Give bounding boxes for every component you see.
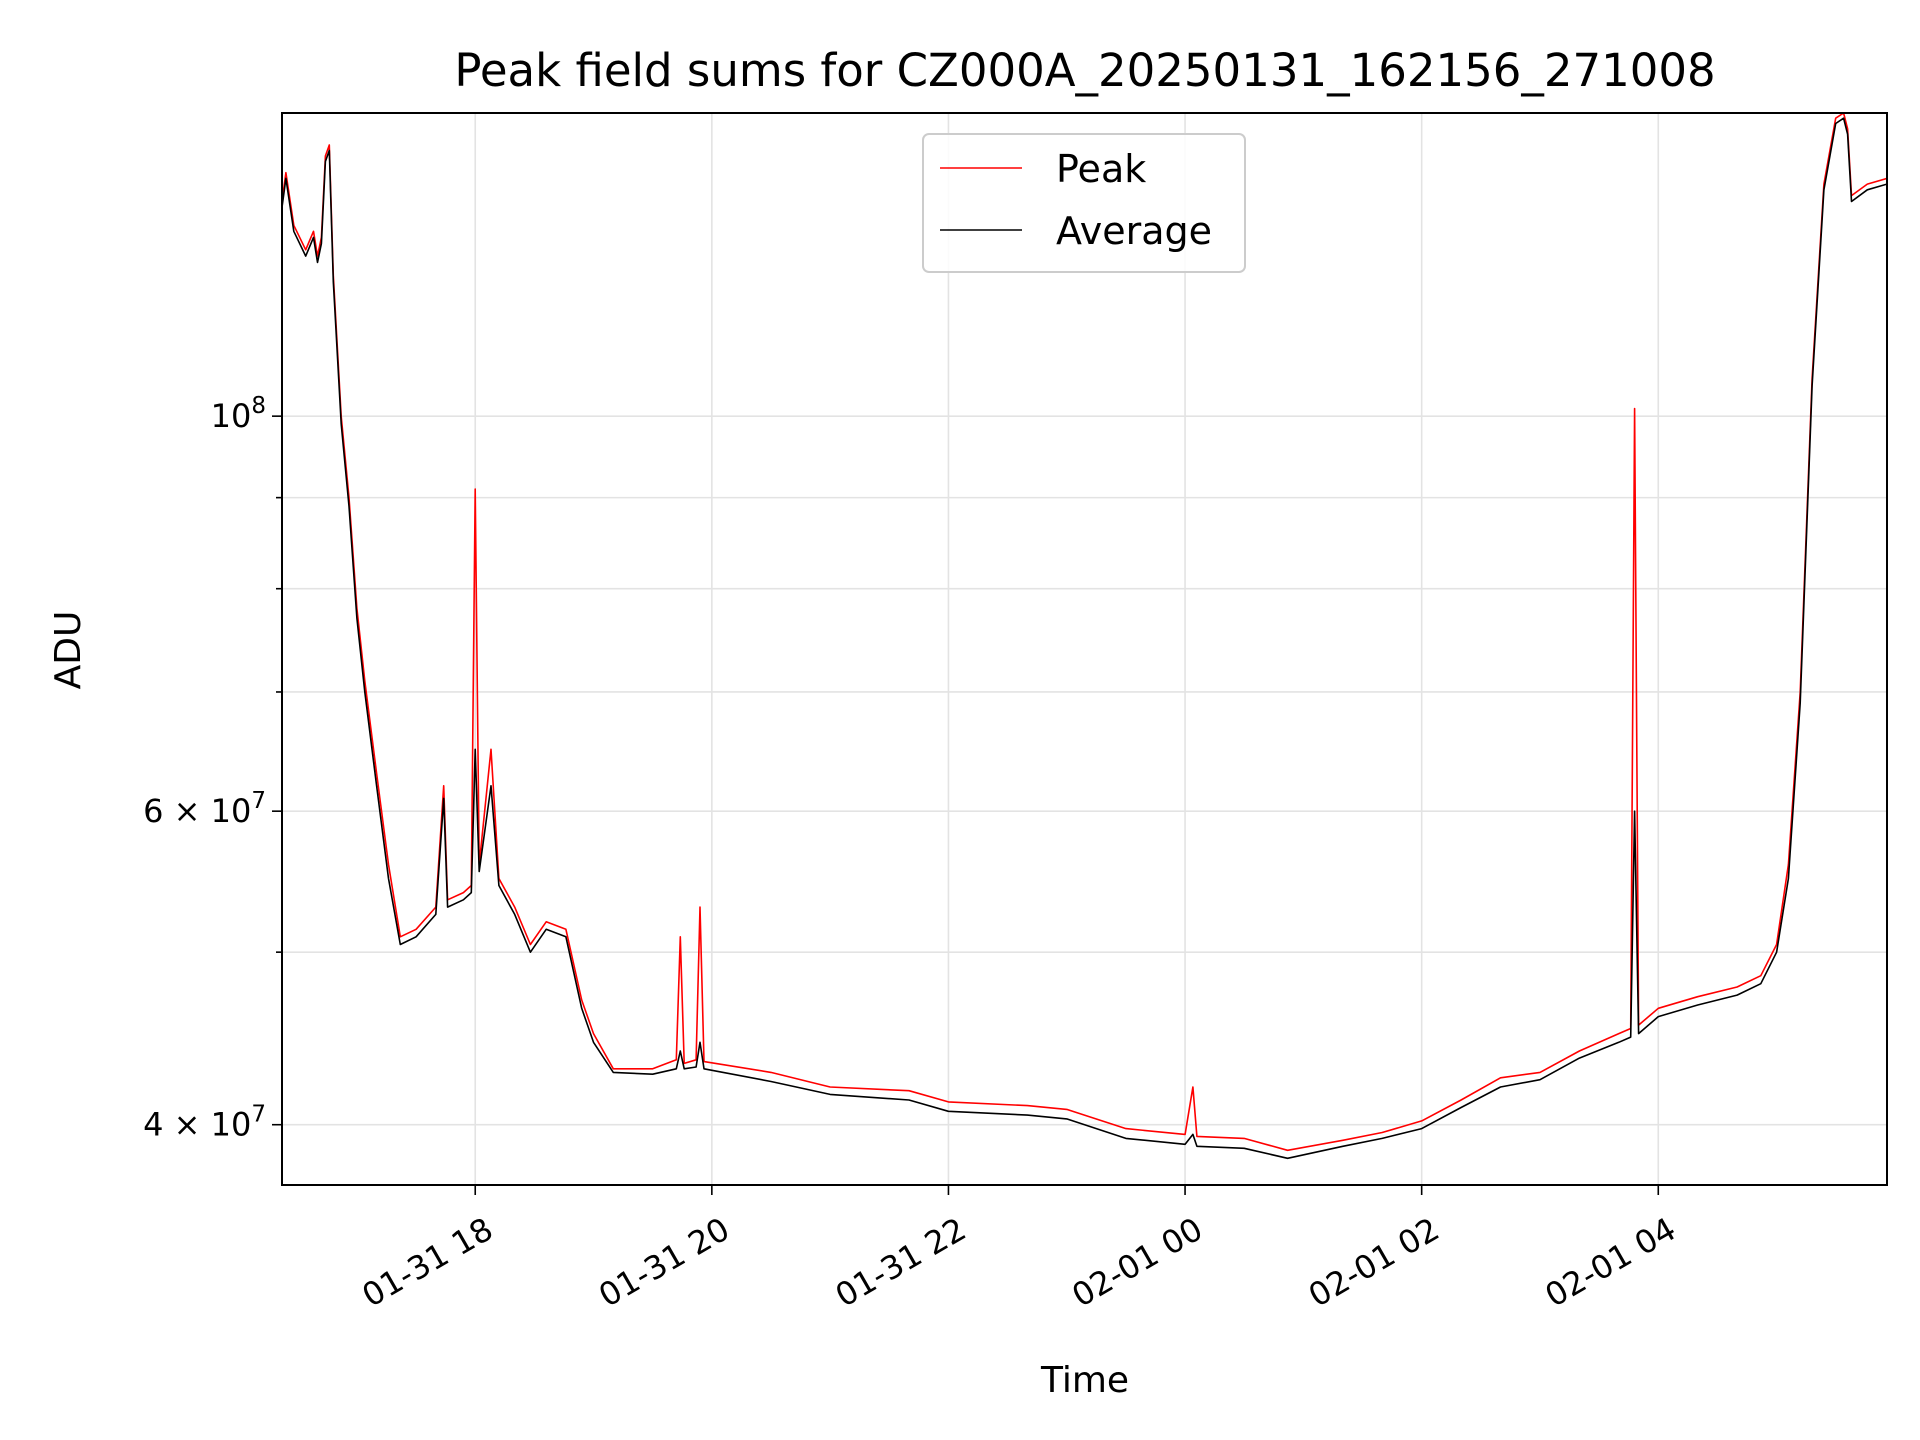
x-axis-label: Time bbox=[1040, 1360, 1129, 1401]
series-line-average bbox=[282, 117, 1887, 1160]
y-tick-label: 6 × 107 bbox=[143, 788, 266, 830]
plot-frame bbox=[281, 112, 1888, 1186]
legend: Peak Average bbox=[922, 133, 1246, 273]
chart-title: Peak field sums for CZ000A_20250131_1621… bbox=[454, 44, 1715, 97]
y-axis-ticks: 4 × 107 6 × 107 108 bbox=[143, 393, 282, 1144]
y-axis-label: ADU bbox=[48, 611, 89, 690]
series-line-peak bbox=[282, 113, 1887, 1152]
series-layer bbox=[282, 113, 1887, 1160]
legend-label-peak: Peak bbox=[1056, 147, 1146, 191]
y-tick-label: 108 bbox=[211, 393, 266, 435]
grid bbox=[282, 113, 1887, 1185]
y-tick-label: 4 × 107 bbox=[143, 1102, 266, 1144]
legend-label-average: Average bbox=[1056, 209, 1212, 253]
